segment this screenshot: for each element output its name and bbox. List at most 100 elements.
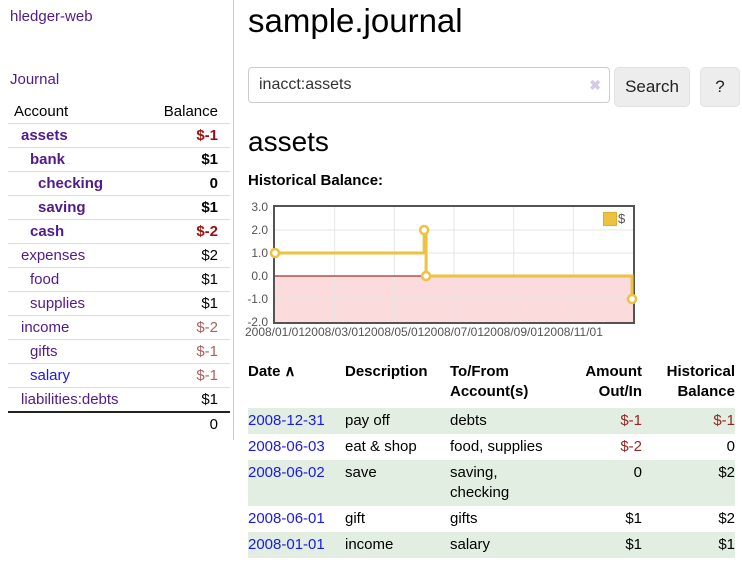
account-link-expenses[interactable]: expenses — [21, 247, 86, 264]
account-heading: assets — [248, 126, 329, 157]
register-header-description: Description — [345, 363, 428, 380]
x-tick-label: 2008/05/01 — [364, 325, 425, 339]
account-link-liabilities-debts[interactable]: liabilities:debts — [21, 391, 119, 408]
account-row: saving $1 — [8, 195, 230, 220]
account-row: assets $-1 — [8, 124, 230, 148]
y-tick-label: 3.0 — [251, 200, 268, 214]
transaction-amount: $-2 — [620, 438, 642, 455]
sidebar-item-journal[interactable]: Journal — [10, 71, 60, 88]
register-row: 2008-01-01 income salary $1 $1 — [248, 532, 735, 558]
y-tick-label: 1.0 — [251, 246, 268, 260]
account-link-checking[interactable]: checking — [38, 175, 104, 192]
transaction-description: gift — [345, 510, 366, 527]
transaction-amount: $1 — [625, 510, 642, 527]
account-link-cash[interactable]: cash — [30, 223, 65, 240]
x-tick-label: 2008/03/01 — [304, 325, 365, 339]
chart-title: Historical Balance: — [248, 172, 384, 189]
transaction-amount: $1 — [562, 532, 642, 558]
legend-label: $ — [618, 211, 626, 226]
account-row: liabilities:debts $1 — [8, 387, 230, 413]
register-header-row: Date ∧ Description To/From Account(s) Amo… — [248, 358, 735, 408]
register-row: 2008-06-03 eat & shop food, supplies $-2… — [248, 434, 735, 460]
search-box: ✖ — [248, 67, 610, 103]
account-row: checking 0 — [8, 171, 230, 196]
account-link-income[interactable]: income — [21, 319, 70, 336]
account-row: supplies $1 — [8, 291, 230, 316]
account-row: cash $-2 — [8, 219, 230, 244]
account-row: bank $1 — [8, 147, 230, 172]
chart-plot[interactable]: $ — [269, 205, 638, 324]
transaction-description: pay off — [345, 408, 450, 434]
accounts-total-row: 0 — [8, 412, 230, 436]
transaction-date-link[interactable]: 2008-01-01 — [248, 536, 325, 553]
transaction-balance: 0 — [726, 438, 735, 455]
account-link-assets[interactable]: assets — [21, 127, 68, 144]
transaction-description: income — [345, 532, 450, 558]
sidebar: hledger-web Journal Account Balance asse… — [0, 0, 234, 440]
transaction-amount: 0 — [562, 460, 642, 506]
y-tick-label: -1.0 — [247, 292, 268, 306]
account-balance: $1 — [201, 271, 218, 288]
x-tick-label: 2008/01/01 — [244, 325, 306, 339]
x-tick-label: 2008/07/01 — [423, 325, 485, 339]
chart-legend: $ — [603, 211, 625, 226]
y-tick-label: 2.0 — [251, 223, 268, 237]
account-row: food $1 — [8, 267, 230, 292]
y-tick-label: -2.0 — [247, 315, 268, 329]
search-button[interactable]: Search — [614, 67, 690, 107]
account-link-salary[interactable]: salary — [30, 367, 71, 384]
account-balance: $1 — [201, 199, 218, 216]
transaction-description: save — [345, 460, 450, 506]
transaction-date-link[interactable]: 2008-12-31 — [248, 412, 325, 429]
account-link-supplies[interactable]: supplies — [30, 295, 86, 312]
account-balance: 0 — [209, 175, 218, 192]
search-input[interactable] — [248, 67, 610, 103]
y-tick-label: 0.0 — [251, 269, 268, 283]
account-balance: $1 — [201, 391, 218, 408]
register-row: 2008-06-01 gift gifts $1 $2 — [248, 506, 735, 532]
page-title: sample.journal — [248, 2, 463, 39]
transaction-accounts: salary — [450, 532, 562, 558]
account-balance: $-1 — [196, 343, 218, 360]
account-link-food[interactable]: food — [30, 271, 60, 288]
account-balance: $1 — [201, 295, 218, 312]
transaction-accounts: debts — [450, 408, 562, 434]
transaction-accounts: food, supplies — [450, 438, 543, 455]
account-balance: $-2 — [196, 319, 218, 336]
x-tick-label: 2008/09/01 — [483, 325, 544, 339]
sort-asc-icon: ∧ — [284, 363, 296, 380]
account-row: expenses $2 — [8, 243, 230, 268]
app-title-link[interactable]: hledger-web — [10, 8, 93, 25]
account-balance: $-1 — [196, 127, 218, 144]
account-link-gifts[interactable]: gifts — [30, 343, 58, 360]
register-row: 2008-12-31 pay off debts $-1 $-1 — [248, 408, 735, 434]
accounts-total-value: 0 — [209, 416, 218, 433]
transaction-date-link[interactable]: 2008-06-01 — [248, 510, 325, 527]
account-balance: $-1 — [196, 367, 218, 384]
legend-swatch-icon — [603, 211, 617, 226]
x-tick-label: 2008/11/01 — [543, 325, 603, 339]
accounts-header-balance: Balance — [146, 100, 230, 124]
account-row: income $-2 — [8, 315, 230, 340]
transaction-amount: $-1 — [562, 408, 642, 434]
historical-balance-chart: 3.0 2.0 1.0 0.0 -1.0 -2.0 $ 2008/01/01 2008/03… — [240, 200, 660, 348]
transaction-balance: $2 — [718, 510, 735, 527]
register-header-date[interactable]: Date ∧ — [248, 363, 296, 380]
account-row: gifts $-1 — [8, 339, 230, 364]
register-table: Date ∧ Description To/From Account(s) Amo… — [248, 358, 735, 558]
transaction-balance: $1 — [642, 532, 735, 558]
account-balance: $2 — [201, 247, 218, 264]
transaction-balance: $2 — [642, 460, 735, 506]
account-link-saving[interactable]: saving — [38, 199, 86, 216]
transaction-date-link[interactable]: 2008-06-03 — [248, 438, 325, 455]
transaction-date-link[interactable]: 2008-06-02 — [248, 464, 325, 481]
transaction-balance: $-1 — [642, 408, 735, 434]
help-button[interactable]: ? — [700, 67, 740, 107]
register-header-amount: Amount Out/In — [585, 363, 642, 400]
clear-search-icon[interactable]: ✖ — [589, 77, 601, 93]
accounts-header-account: Account — [8, 100, 147, 124]
account-link-bank[interactable]: bank — [30, 151, 66, 168]
transaction-accounts: gifts — [450, 510, 478, 527]
transaction-accounts: saving, checking — [450, 460, 562, 506]
